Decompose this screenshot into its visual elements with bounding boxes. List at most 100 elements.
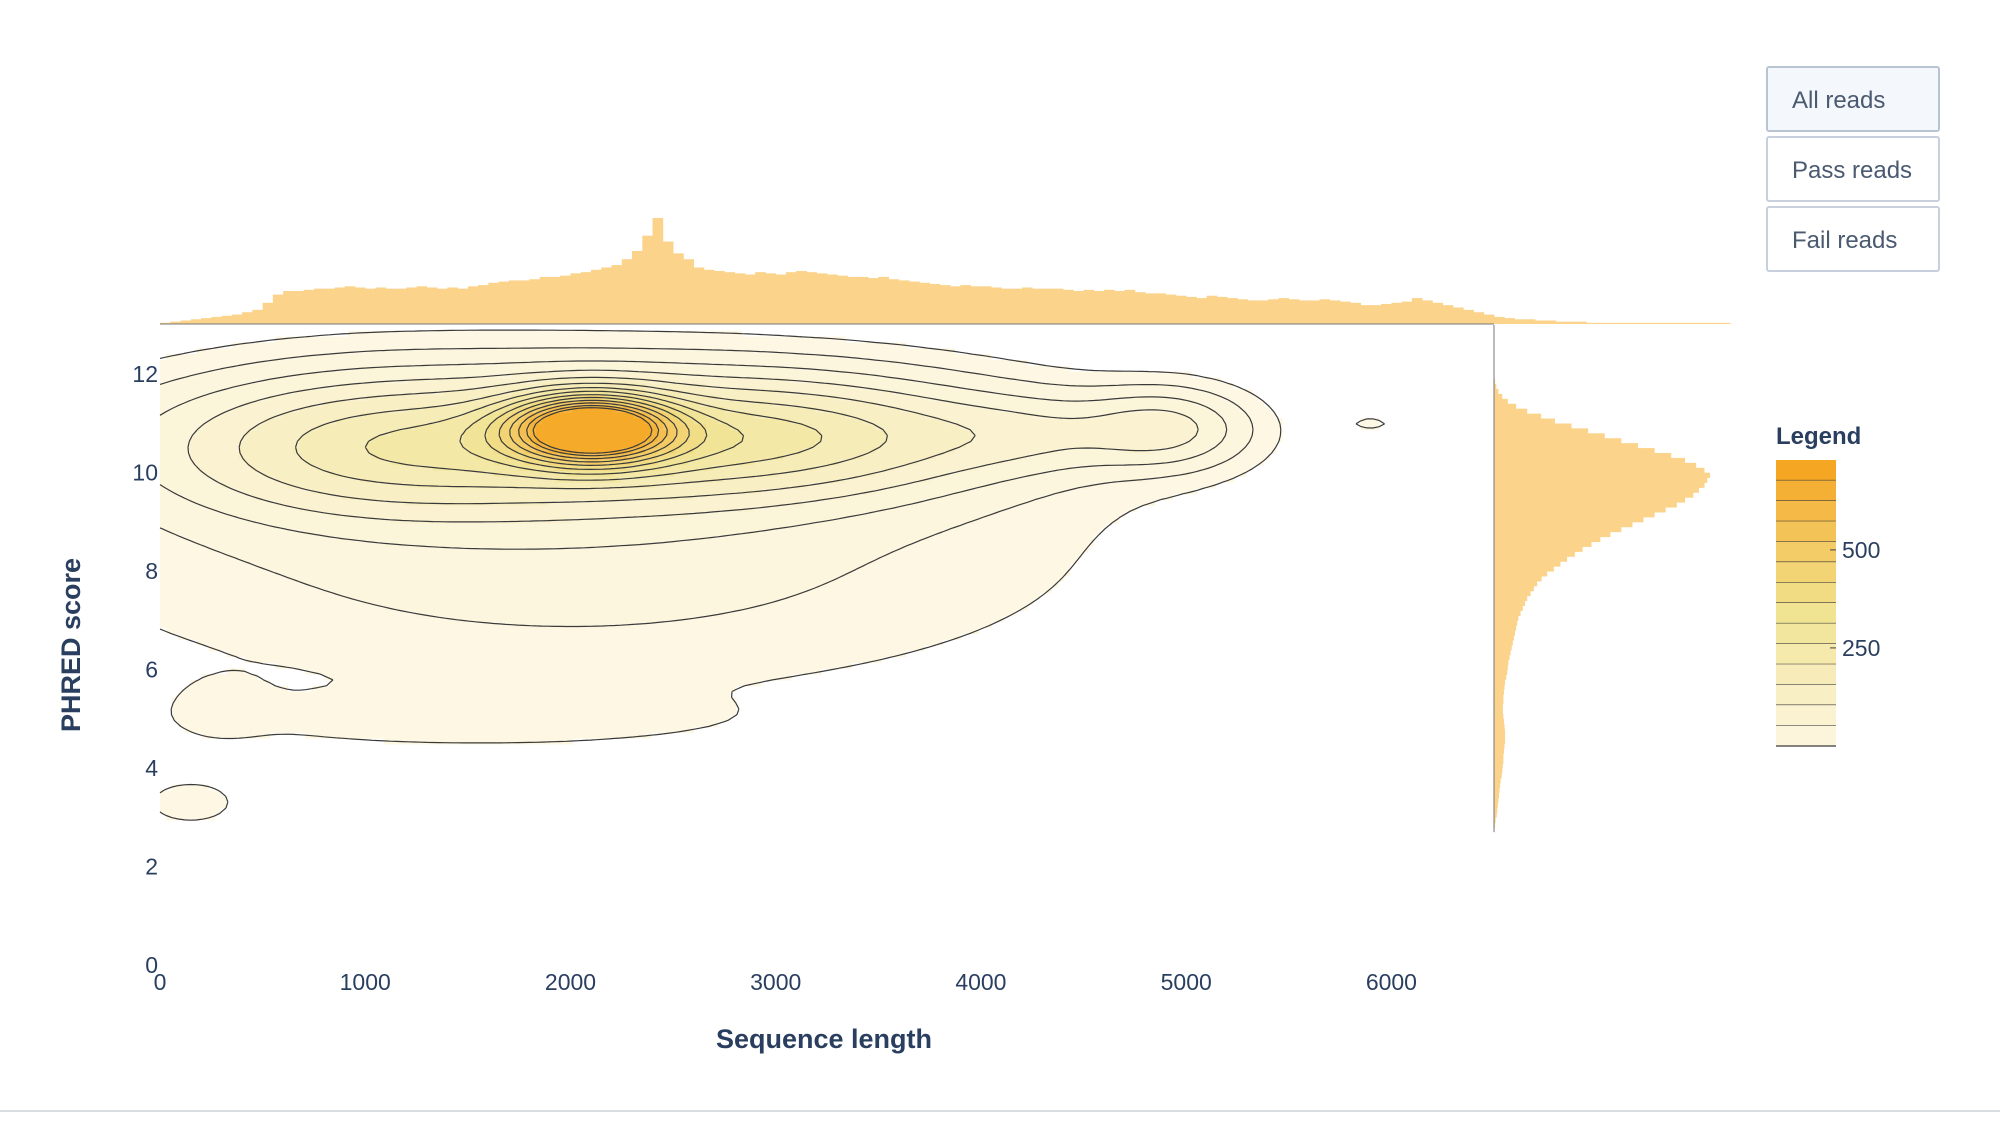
y-hist-bar <box>1494 620 1518 626</box>
x-hist-bar <box>673 253 684 324</box>
x-hist-bar <box>211 316 222 324</box>
x-hist-bar <box>919 282 931 324</box>
y-hist-bar <box>1494 462 1697 469</box>
y-hist-bar <box>1494 625 1517 631</box>
x-hist-bar <box>1032 288 1043 324</box>
x-hist-bar <box>385 288 397 324</box>
x-hist-bar <box>1319 299 1331 324</box>
y-hist-bar <box>1494 393 1503 400</box>
x-hist-bar <box>344 286 356 324</box>
x-hist-bar <box>744 274 756 324</box>
y-hist-bar <box>1494 792 1499 799</box>
legend-swatch <box>1776 705 1836 726</box>
x-hist-bar <box>570 273 582 324</box>
x-hist-bar <box>1535 320 1546 324</box>
y-hist-bar <box>1494 389 1499 395</box>
y-tick-label: 6 <box>145 657 158 683</box>
x-hist-bar <box>1555 321 1567 324</box>
x-hist-bar <box>1391 302 1403 324</box>
color-legend: Legend 250 500 <box>1776 423 1880 747</box>
x-hist-bar <box>621 259 633 324</box>
x-hist-bar <box>1247 300 1259 324</box>
x-hist-bar <box>1196 298 1208 324</box>
y-hist-bar <box>1494 728 1506 735</box>
x-hist-bar <box>406 287 417 324</box>
x-hist-bar <box>1576 321 1587 324</box>
x-hist-bar <box>231 314 243 324</box>
x-hist-bar <box>170 321 181 324</box>
x-hist-bar <box>693 267 705 324</box>
x-hist-bar <box>324 288 335 324</box>
x-hist-bar <box>939 285 951 324</box>
y-hist-bar <box>1494 649 1511 656</box>
pass-reads-button[interactable]: Pass reads <box>1766 136 1940 202</box>
contour-line <box>459 390 745 475</box>
x-hist-bar <box>1042 288 1054 324</box>
x-hist-bar <box>354 287 366 324</box>
legend-swatch <box>1776 562 1836 583</box>
all-reads-button[interactable]: All reads <box>1766 66 1940 132</box>
y-hist-bar <box>1494 467 1705 474</box>
x-hist-bar <box>1124 289 1136 324</box>
x-hist-bar <box>1473 312 1485 324</box>
y-hist-bar <box>1494 817 1496 823</box>
x-hist-bar <box>262 302 274 324</box>
x-hist-bar <box>796 271 807 324</box>
y-hist-bar <box>1494 595 1528 602</box>
legend-colorbar <box>1776 460 1836 747</box>
x-hist-bar <box>703 269 715 324</box>
x-hist-bar <box>488 282 500 324</box>
y-hist-bar <box>1494 689 1504 695</box>
legend-swatch <box>1776 500 1836 522</box>
x-hist-bar <box>1658 322 1669 324</box>
y-hist-bar <box>1494 743 1505 749</box>
x-hist-bar <box>662 241 674 324</box>
y-hist-bar <box>1494 763 1503 769</box>
x-hist-bar <box>1627 322 1639 324</box>
legend-swatch <box>1776 623 1836 645</box>
legend-swatch <box>1776 725 1836 747</box>
legend-tick-label: 250 <box>1842 635 1880 661</box>
x-hist-bar <box>816 273 828 324</box>
y-hist-bar <box>1494 443 1638 449</box>
y-hist-bar <box>1494 684 1505 690</box>
y-hist-bar <box>1494 630 1516 636</box>
x-hist-bar <box>878 276 889 324</box>
y-hist-bar <box>1494 640 1513 646</box>
x-hist-bar <box>806 272 818 324</box>
y-hist-bar <box>1494 433 1605 439</box>
density-contours <box>159 329 1385 821</box>
x-hist-bar <box>1565 321 1577 324</box>
x-hist-bar <box>375 287 387 324</box>
x-hist-bar <box>457 288 469 324</box>
y-tick-label: 2 <box>145 854 158 880</box>
y-hist-bar <box>1494 822 1496 828</box>
y-axis-title: PHRED score <box>56 558 86 732</box>
x-hist-bar <box>293 291 305 324</box>
x-hist-bar <box>652 218 664 324</box>
y-hist-bar <box>1494 694 1504 700</box>
x-hist-bar <box>549 276 561 324</box>
contour-line <box>159 329 1385 821</box>
contour-fill <box>160 330 1380 821</box>
y-hist-bar <box>1494 408 1528 415</box>
x-hist-bar <box>601 267 612 324</box>
y-hist-bar <box>1494 777 1501 784</box>
y-hist-bar <box>1494 699 1504 705</box>
y-hist-bar <box>1494 418 1555 424</box>
y-hist-bar <box>1494 453 1672 459</box>
contour-line <box>364 387 823 481</box>
x-hist-bar <box>1145 293 1156 324</box>
x-tick-label: 1000 <box>340 969 391 995</box>
y-hist-bar <box>1494 546 1583 552</box>
x-hist-bar <box>1719 322 1731 324</box>
y-hist-bar <box>1494 581 1538 587</box>
x-hist-bar <box>519 280 530 324</box>
y-hist-bar <box>1494 413 1542 419</box>
fail-reads-button[interactable]: Fail reads <box>1766 206 1940 272</box>
y-hist-bar <box>1494 507 1666 513</box>
y-tick-label: 0 <box>145 952 158 978</box>
y-hist-bar <box>1494 659 1509 666</box>
y-tick-label: 8 <box>145 558 158 584</box>
